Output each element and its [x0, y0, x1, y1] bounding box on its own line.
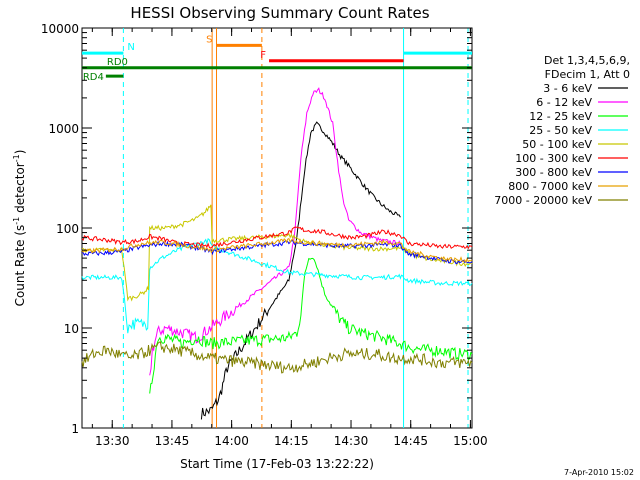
x-tick-label-4: 14:30	[334, 434, 369, 448]
legend-label-7: 800 - 7000 keV	[508, 180, 592, 193]
y-label-sup2: -1	[12, 154, 21, 162]
series-line-2	[149, 257, 473, 394]
y-tick-label-1: 10	[64, 322, 79, 336]
legend-label-5: 100 - 300 keV	[515, 152, 592, 165]
chart-title: HESSI Observing Summary Count Rates	[130, 4, 429, 22]
legend-label-2: 12 - 25 keV	[529, 110, 592, 123]
x-tick-label-5: 14:45	[393, 434, 428, 448]
legend-header-2: FDecim 1, Att 0	[545, 68, 630, 81]
series-line-5	[81, 226, 473, 250]
series-line-4	[82, 204, 473, 302]
legend-header-1: Det 1,3,4,5,6,9,	[544, 54, 630, 67]
legend-label-3: 25 - 50 keV	[529, 124, 592, 137]
y-label-mid: detector	[13, 162, 27, 217]
legend: Det 1,3,4,5,6,9, FDecim 1, Att 0 3 - 6 k…	[494, 54, 630, 207]
legend-label-0: 3 - 6 keV	[543, 82, 592, 95]
state-label-2: S	[206, 34, 212, 45]
x-axis-label: Start Time (17-Feb-03 13:22:22)	[180, 457, 374, 471]
series-line-7	[81, 237, 473, 264]
legend-label-8: 7000 - 20000 keV	[494, 194, 592, 207]
y-label-sup1: -1	[12, 217, 21, 225]
y-tick-label-4: 10000	[41, 22, 79, 36]
legend-label-4: 50 - 100 keV	[522, 138, 592, 151]
state-label-3: F	[260, 50, 266, 61]
y-axis-label: Count Rate (s-1 detector-1)	[12, 150, 27, 307]
y-tick-label-3: 1000	[48, 122, 79, 136]
x-tick-label-2: 14:00	[214, 434, 249, 448]
x-tick-label-1: 13:45	[155, 434, 190, 448]
legend-label-6: 300 - 800 keV	[515, 166, 592, 179]
y-tick-label-2: 100	[56, 222, 79, 236]
x-axis-ticks: 13:30 13:45 14:00 14:15 14:30 14:45 15:00	[91, 28, 488, 448]
series-lines	[81, 87, 473, 420]
y-label-end: )	[13, 150, 27, 155]
x-tick-label-3: 14:15	[274, 434, 309, 448]
y-axis-ticks: 1 10 100 1000 10000	[41, 22, 472, 436]
series-line-1	[149, 87, 401, 376]
legend-label-1: 6 - 12 keV	[536, 96, 592, 109]
series-line-0	[200, 121, 401, 420]
state-label-0: N	[127, 42, 134, 53]
y-label-main: Count Rate (s	[13, 225, 27, 307]
series-line-8	[81, 341, 473, 374]
state-label-5: RD4	[83, 72, 104, 83]
timestamp: 7-Apr-2010 15:02	[564, 468, 634, 477]
plot-frame	[81, 27, 473, 429]
x-tick-label-6: 15:00	[453, 434, 488, 448]
x-tick-label-0: 13:30	[95, 434, 130, 448]
series-line-6	[82, 239, 473, 265]
state-label-4: RD0	[107, 57, 128, 68]
series-line-3	[81, 237, 473, 334]
y-tick-label-0: 1	[71, 422, 79, 436]
